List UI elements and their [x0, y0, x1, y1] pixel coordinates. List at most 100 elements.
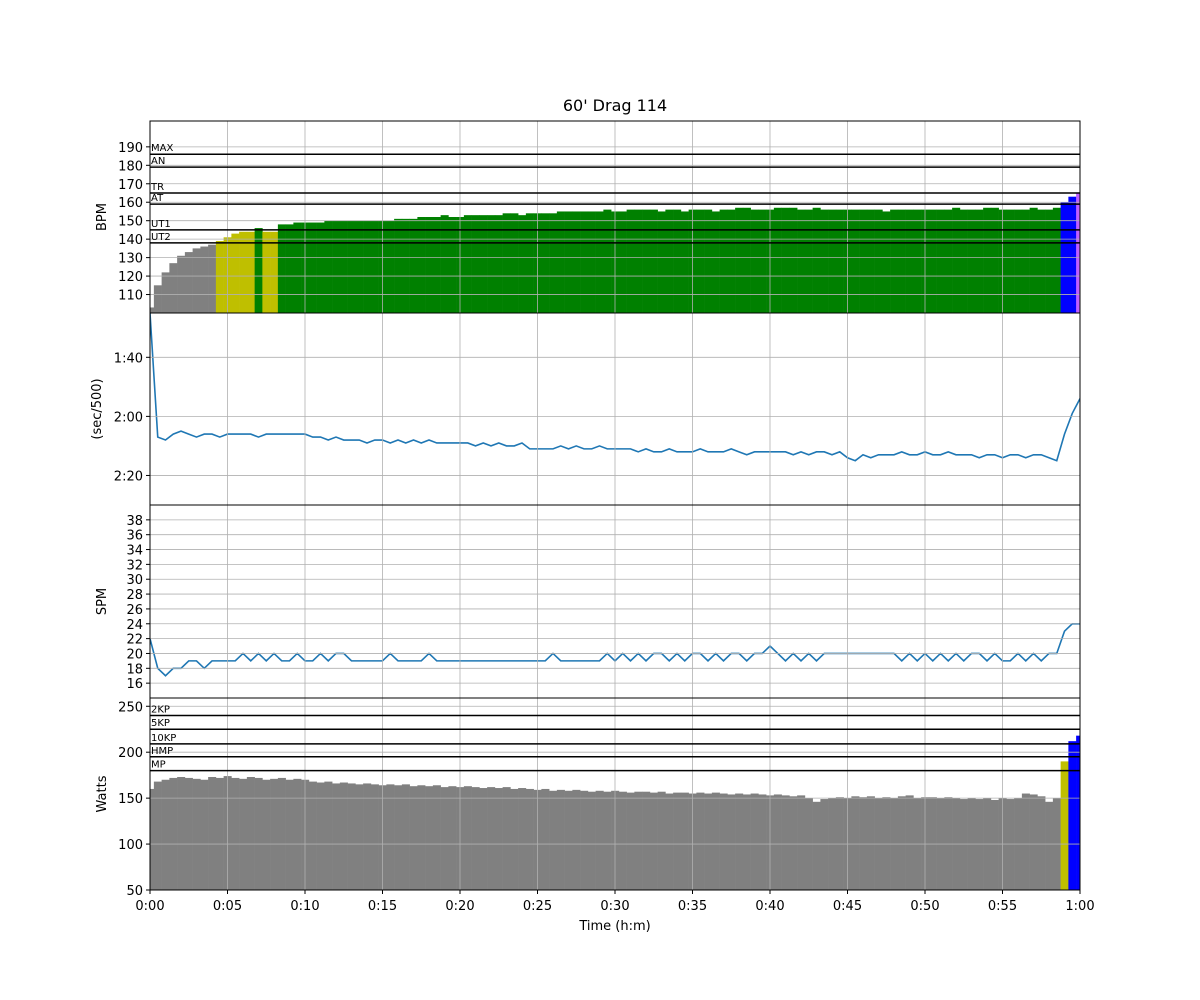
x-tick-label: 0:10: [290, 899, 319, 914]
bar: [696, 792, 705, 890]
bar: [952, 207, 961, 313]
bar: [192, 778, 201, 890]
bar: [1006, 209, 1015, 313]
bar: [386, 784, 395, 890]
bar: [975, 799, 984, 890]
bar: [1076, 735, 1080, 890]
bar: [704, 209, 713, 313]
bar: [866, 209, 875, 313]
bar: [1045, 801, 1054, 890]
bar: [828, 209, 837, 313]
bar: [293, 222, 302, 313]
bar: [254, 228, 263, 313]
bar: [1060, 761, 1069, 890]
bar: [820, 799, 829, 890]
bar: [572, 211, 581, 313]
bar: [246, 777, 255, 890]
bar: [657, 791, 666, 890]
bar: [665, 209, 674, 313]
bar: [169, 263, 178, 313]
bar: [727, 794, 736, 890]
x-tick-label: 0:30: [600, 899, 629, 914]
bar: [797, 795, 806, 890]
y-tick-label: 170: [118, 178, 143, 193]
bar: [246, 231, 255, 313]
bar: [789, 796, 798, 890]
bar: [711, 792, 720, 890]
bar: [580, 790, 589, 890]
bar: [332, 783, 341, 890]
bar: [518, 215, 527, 313]
bar: [270, 778, 279, 890]
bar: [859, 209, 868, 313]
bar: [161, 779, 170, 890]
y-tick-label: 20: [126, 647, 143, 662]
bar: [339, 220, 348, 313]
x-axis-label: Time (h:m): [578, 919, 650, 934]
bar: [618, 791, 627, 890]
bar: [347, 783, 356, 890]
bar: [324, 781, 333, 890]
x-tick-label: 0:55: [988, 899, 1017, 914]
bar: [177, 777, 186, 890]
bar: [851, 209, 860, 313]
y-tick-label: 18: [126, 662, 143, 677]
bar: [820, 209, 829, 313]
bar: [890, 209, 899, 313]
bar: [696, 209, 705, 313]
bar: [773, 207, 782, 313]
x-tick-label: 0:05: [213, 899, 242, 914]
bar: [316, 222, 325, 313]
bar: [502, 787, 511, 890]
bar: [363, 220, 372, 313]
bar: [239, 231, 248, 313]
y-tick-label: 130: [118, 252, 143, 267]
bar: [742, 207, 751, 313]
bar: [409, 786, 418, 890]
bar: [401, 218, 410, 313]
bar: [394, 785, 403, 890]
bar: [750, 793, 759, 890]
bar: [556, 211, 565, 313]
bar: [370, 784, 379, 890]
bar: [959, 209, 968, 313]
bar: [564, 211, 573, 313]
bar: [897, 796, 906, 890]
y-tick-label: 200: [118, 746, 143, 761]
y-axis-label: Watts: [95, 775, 110, 812]
bar: [339, 782, 348, 890]
y-tick-label: 250: [118, 700, 143, 715]
bar: [394, 218, 403, 313]
bar: [355, 220, 364, 313]
bar: [1045, 209, 1054, 313]
chart-title: 60' Drag 114: [563, 96, 667, 115]
bar: [928, 209, 937, 313]
bar: [936, 209, 945, 313]
bar: [448, 786, 457, 890]
bar: [541, 788, 550, 890]
bar: [1076, 193, 1080, 313]
bar: [215, 241, 224, 313]
bar: [618, 211, 627, 313]
bar: [680, 211, 689, 313]
y-tick-label: 34: [126, 544, 143, 559]
bar: [293, 778, 302, 890]
bar: [944, 209, 953, 313]
y-tick-label: 100: [118, 838, 143, 853]
bar: [804, 209, 813, 313]
bar: [742, 794, 751, 890]
bar: [432, 785, 441, 890]
bar: [750, 209, 759, 313]
y-tick-label: 120: [118, 270, 143, 285]
y-tick-label: 38: [126, 514, 143, 529]
bar: [432, 217, 441, 313]
bar: [642, 791, 651, 890]
threshold-label: 5KP: [151, 718, 170, 729]
bar: [649, 209, 658, 313]
bar: [425, 786, 434, 890]
bar: [208, 244, 217, 313]
threshold-label: 10KP: [151, 733, 176, 744]
bar: [549, 790, 558, 890]
threshold-label: HMP: [151, 746, 173, 757]
x-tick-label: 0:40: [755, 899, 784, 914]
